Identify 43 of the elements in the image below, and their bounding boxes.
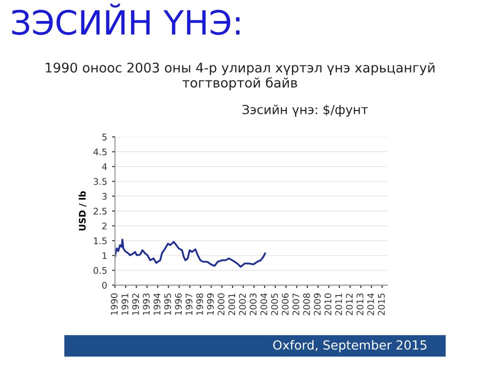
x-tick-label: 2004	[260, 293, 268, 316]
x-tick-label: 2007	[292, 294, 300, 316]
x-tick-label: 2013	[356, 294, 364, 316]
x-tick-label: 1995	[164, 294, 172, 315]
x-tick-label: 1999	[206, 293, 214, 315]
x-tick-label: 2000	[218, 293, 224, 316]
x-tick-label: 1992	[132, 294, 139, 315]
y-tick-label: 4.5	[93, 148, 107, 156]
line-series	[115, 238, 266, 268]
x-tick-label: 1990	[110, 293, 118, 315]
x-tick-label: 2015	[378, 294, 385, 316]
x-tick-label: 1991	[121, 294, 128, 315]
y-tick-label: 3.5	[94, 178, 107, 185]
y-tick-label: 2.5	[94, 208, 107, 215]
x-tick-label: 1997	[186, 294, 192, 315]
y-tick-label: 1	[102, 252, 107, 259]
y-axis-title: USD / lb	[78, 191, 86, 230]
y-tick-label: 1.5	[94, 238, 107, 244]
x-tick-label: 2008	[303, 293, 310, 316]
chart-subtitle: 1990 оноос 2003 оны 4-р улирал хүртэл үнэ харьцангуй тогтвортой байв	[46, 62, 434, 90]
x-tick-label: 2009	[314, 293, 321, 316]
x-tick-label: 2006	[282, 293, 289, 316]
x-tick-label: 2014	[367, 293, 374, 316]
chart-title: ЗЭСИЙН ҮНЭ:	[12, 4, 240, 35]
y-tick-label: 4	[102, 163, 107, 170]
x-tick-label: 1994	[154, 293, 160, 315]
x-tick-label: 1993	[142, 294, 150, 315]
y-tick-label: 5	[102, 134, 107, 140]
y-tick-label: 0	[102, 282, 107, 289]
x-tick-label: 2001	[228, 294, 236, 316]
x-tick-label: 1996	[174, 293, 182, 315]
x-tick-label: 2012	[346, 294, 353, 316]
text: Oxford, September 2015	[273, 340, 426, 352]
y-tick-label: 2	[102, 222, 106, 230]
x-tick-label: 2002	[239, 294, 246, 316]
x-tick-label: 1998	[196, 293, 204, 315]
x-tick-label: 2011	[335, 294, 342, 316]
text: Зэсийн үнэ: $/фунт	[242, 104, 368, 117]
x-tick-label: 2010	[324, 293, 332, 316]
x-tick-label: 2003	[250, 294, 257, 316]
y-tick-label: 3	[102, 192, 107, 200]
y-tick-label: 0.5	[94, 267, 107, 274]
x-tick-label: 2005	[271, 294, 278, 316]
